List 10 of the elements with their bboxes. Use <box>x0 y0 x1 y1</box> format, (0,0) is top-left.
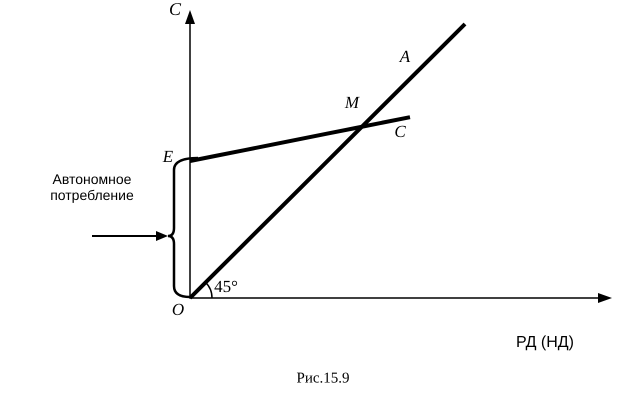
text: Рис.15.9 <box>296 370 350 386</box>
text: O <box>172 300 184 320</box>
y-axis-title: C <box>168 0 182 19</box>
x-axis-title: РД (НД) <box>516 334 574 352</box>
annotation: 45° <box>214 277 238 297</box>
annotation: M <box>344 93 360 113</box>
text: Автономное потребление <box>49 171 135 203</box>
annotation: A <box>400 47 410 67</box>
text: E <box>162 147 174 167</box>
annotation: C <box>394 122 406 142</box>
